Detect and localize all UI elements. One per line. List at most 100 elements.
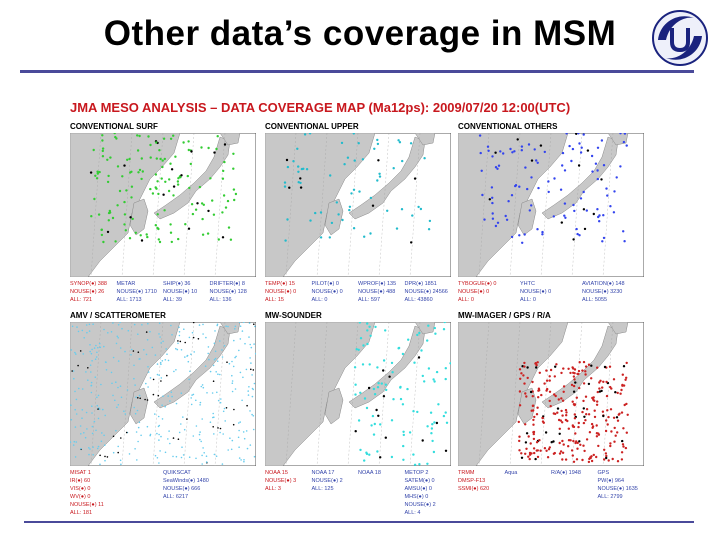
legend-column: YHTC NOUSE(●) 0 ALL: 0 [520,280,551,304]
coverage-map [265,322,451,466]
legend-entry: AMSU(●) 0 [404,486,432,492]
coverage-map [70,322,256,466]
legend-entry: NOUSE(●) 666 [163,486,201,492]
legend-entry: NOUSE(●) 488 [358,289,396,295]
legend-entry: NOUSE(●) 26 [70,289,105,295]
legend-column: NOAA 15 NOUSE(●) 3 ALL: 3 [265,469,296,493]
legend-column: AVIATION(●) 148 NOUSE(●) 3230 ALL: 5055 [582,280,625,304]
legend-entry [551,477,581,485]
legend-entry: YHTC [520,281,535,287]
footer-rule [24,521,694,523]
legend-entry: ALL: 1713 [116,297,142,303]
slide-title: Other data’s coverage in MSM [103,14,617,53]
legend-entry: NOUSE(●) 2 [311,478,343,484]
legend-column: METAR NOUSE(●) 1710 ALL: 1713 [117,280,157,304]
legend-entry: MISAT 1 [70,470,91,476]
legend-entry: NOUSE(●) 0 [311,289,343,295]
panel-legend: SYNOP(●) 388 NOUSE(●) 26 ALL: 721 METAR NOUS… [70,280,256,316]
legend-entry [358,477,381,485]
legend-column: PILOT(●) 0 NOUSE(●) 0 ALL: 0 [312,280,343,304]
legend-entry: NOUSE(●) 1710 [116,289,157,295]
panel-legend: NOAA 15 NOUSE(●) 3 ALL: 3 NOAA 17 NOUSE(●) 2… [265,469,451,516]
legend-column: NOAA 17 NOUSE(●) 2 ALL: 125 [312,469,343,493]
legend-entry: ALL: 15 [265,297,284,303]
legend-entry: NOUSE(●) 3 [265,478,297,484]
legend-column: SYNOP(●) 388 NOUSE(●) 26 ALL: 721 [70,280,107,304]
legend-column: WPROF(●) 135 NOUSE(●) 488 ALL: 597 [358,280,396,304]
legend-entry: ALL: 136 [209,297,232,303]
legend-entry: ALL: 597 [358,297,381,303]
legend-entry: IR(●) 60 [70,478,91,484]
legend-entry: METAR [116,281,136,287]
legend-entry: DPR(●) 1851 [404,281,437,287]
figure-title: JMA MESO ANALYSIS – DATA COVERAGE MAP (M… [70,100,571,115]
legend-column: QUIKSCAT SeaWinds(●) 1480 NOUSE(●) 666 ALL:… [163,469,209,501]
coverage-map [70,133,256,277]
legend-entry [505,477,518,485]
legend-column: DPR(●) 1851 NOUSE(●) 24566 ALL: 43860 [405,280,448,304]
legend-entry: ALL: 3 [265,486,281,492]
panel-label: AMV / SCATTEROMETER [70,311,166,320]
legend-entry: NOUSE(●) 24566 [404,289,448,295]
legend-column: Aqua [505,469,518,493]
panel-label: MW-IMAGER / GPS / R/A [458,311,551,320]
legend-entry: NOUSE(●) 128 [209,289,247,295]
legend-entry: SATEM(●) 0 [404,478,435,484]
legend-entry [358,485,381,493]
legend-column: MISAT 1 IR(●) 60 VIS(●) 0 WV(●) 0 NOUSE(●) 1… [70,469,104,517]
legend-entry: ALL: 39 [163,297,182,303]
legend-entry: AVIATION(●) 148 [582,281,625,287]
legend-entry: ALL: 0 [458,297,474,303]
legend-column: METOP 2 SATEM(●) 0 AMSU(●) 0 MHS(●) 0 NOUSE(… [405,469,436,517]
legend-entry: ALL: 0 [520,297,536,303]
legend-entry: ALL: 43860 [404,297,433,303]
legend-entry: SeaWinds(●) 1480 [163,478,209,484]
panel-label: CONVENTIONAL OTHERS [458,122,558,131]
legend-entry: TYBOGUE(●) 0 [458,281,497,287]
legend-entry: ALL: 181 [70,510,93,516]
legend-entry: NOUSE(●) 0 [520,289,552,295]
jma-logo-icon [652,10,708,66]
panel-legend: TEMP(●) 15 NOUSE(●) 0 ALL: 15 PILOT(●) 0 NOU… [265,280,451,316]
legend-entry: QUIKSCAT [163,470,191,476]
legend-entry: NOUSE(●) 0 [265,289,297,295]
legend-entry: GPS [597,470,610,476]
legend-entry: PILOT(●) 0 [311,281,339,287]
panel-legend: TYBOGUE(●) 0 NOUSE(●) 0 ALL: 0 YHTC NOUSE(●)… [458,280,644,316]
legend-entry: NOAA 17 [311,470,335,476]
legend-entry: R/A(●) 1948 [551,470,581,476]
legend-entry: TRMM [458,470,475,476]
legend-entry: ALL: 5055 [582,297,608,303]
legend-entry: DMSP-F13 [458,478,486,484]
legend-entry: SSMI(●) 620 [458,486,490,492]
legend-entry: SYNOP(●) 388 [70,281,107,287]
legend-column: TYBOGUE(●) 0 NOUSE(●) 0 ALL: 0 [458,280,496,304]
panel-label: MW-SOUNDER [265,311,322,320]
panel-label: CONVENTIONAL UPPER [265,122,359,131]
legend-entry: TEMP(●) 15 [265,281,295,287]
panel-label: CONVENTIONAL SURF [70,122,158,131]
legend-entry: NOAA 18 [358,470,381,476]
panel-legend: MISAT 1 IR(●) 60 VIS(●) 0 WV(●) 0 NOUSE(●) 1… [70,469,256,516]
legend-entry: NOUSE(●) 3230 [582,289,623,295]
legend-entry: ALL: 6217 [163,494,189,500]
legend-column: R/A(●) 1948 [551,469,581,493]
legend-entry: NOUSE(●) 2 [404,502,436,508]
legend-entry: ALL: 2799 [597,494,623,500]
legend-entry: ALL: 721 [70,297,93,303]
legend-entry: METOP 2 [404,470,429,476]
legend-entry: WV(●) 0 [70,494,91,500]
legend-entry: ALL: 125 [311,486,334,492]
legend-entry: MHS(●) 0 [404,494,429,500]
legend-entry: VIS(●) 0 [70,486,91,492]
legend-entry: ALL: 4 [404,510,421,516]
coverage-map [458,133,644,277]
legend-column: DRIFTER(●) 8 NOUSE(●) 128 ALL: 136 [210,280,247,304]
legend-entry: SHIP(●) 36 [163,281,191,287]
legend-column: TEMP(●) 15 NOUSE(●) 0 ALL: 15 [265,280,296,304]
legend-entry: Aqua [504,470,518,476]
legend-entry: NOUSE(●) 1635 [597,486,638,492]
legend-entry: PW(●) 964 [597,478,625,484]
legend-column: GPS PW(●) 964 NOUSE(●) 1635 ALL: 2799 [598,469,638,501]
coverage-map [458,322,644,466]
